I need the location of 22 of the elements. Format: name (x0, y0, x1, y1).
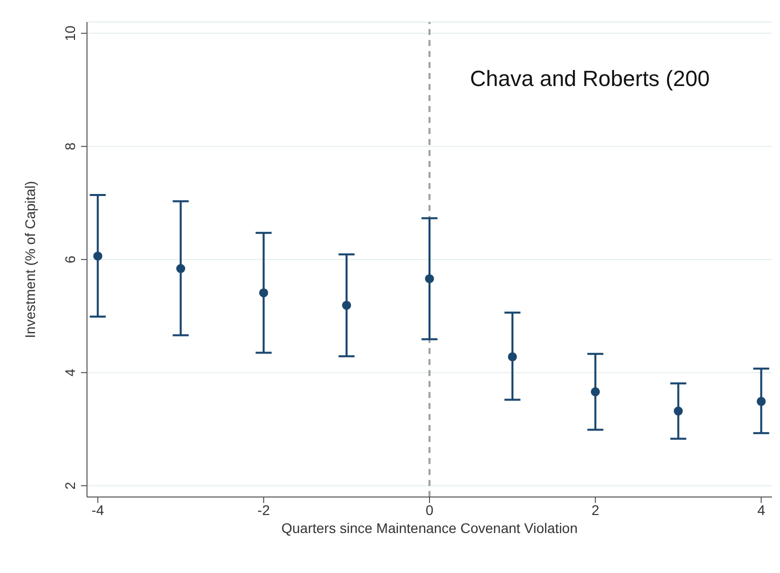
x-tick-label: -2 (257, 502, 270, 518)
point (424, 274, 434, 284)
x-tick-label: 4 (757, 502, 766, 518)
y-tick-label: 2 (62, 482, 78, 490)
point (590, 387, 600, 396)
annotation: Chava and Roberts (200 (470, 66, 710, 92)
point (176, 264, 186, 274)
y-axis-title: Investment (% of Capital) (22, 180, 38, 338)
point (508, 352, 517, 362)
x-tick-label: 0 (426, 502, 434, 518)
x-tick-label: -4 (92, 502, 104, 518)
point (674, 406, 683, 416)
point (756, 396, 766, 406)
y-tick-label: 4 (62, 368, 78, 376)
point (342, 300, 352, 310)
x-tick-label: 2 (591, 502, 600, 518)
point (259, 288, 268, 298)
y-tick-label: 6 (62, 255, 78, 264)
point (93, 252, 102, 261)
y-tick-label: 8 (62, 142, 78, 150)
y-tick-label: 10 (62, 25, 78, 42)
x-axis-title: Quarters since Maintenance Covenant Violation (281, 520, 578, 536)
